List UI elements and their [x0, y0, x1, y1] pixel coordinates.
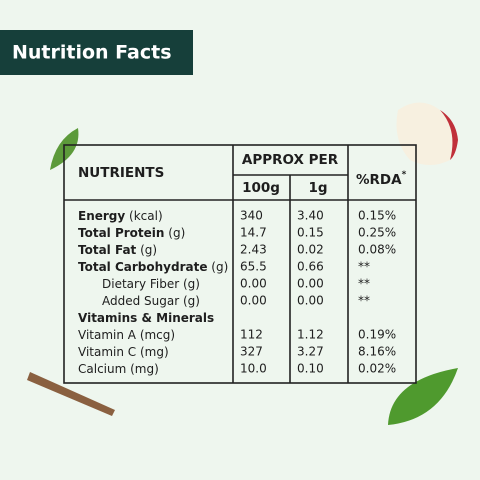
cell-value: 14.7 — [240, 226, 267, 240]
cell-value: 0.15% — [358, 209, 396, 223]
cell-value: ** — [358, 260, 370, 274]
col-header: 100g — [242, 180, 280, 196]
cell-value: 0.15 — [297, 226, 324, 240]
cell-value: 0.00 — [240, 294, 267, 308]
nutrient-unit: (kcal) — [125, 209, 162, 223]
cell-value: 0.10 — [297, 362, 324, 376]
cell-value: 2.43 — [240, 243, 267, 257]
row-label: Added Sugar (g) — [102, 294, 200, 308]
row-label: Total Carbohydrate (g) — [78, 260, 228, 274]
cell-value: 0.19% — [358, 328, 396, 342]
leaf — [388, 368, 458, 425]
nutrient-name: Energy — [78, 209, 125, 223]
nutrient-name: Vitamin A — [78, 328, 137, 342]
nutrient-name: Total Fat — [78, 243, 137, 257]
cell-value: 327 — [240, 345, 263, 359]
row-label: Vitamins & Minerals — [78, 311, 214, 325]
nutrient-name: Calcium — [78, 362, 126, 376]
rda-mark: * — [402, 170, 407, 180]
root-stick — [27, 372, 115, 416]
row-label: Total Protein (g) — [78, 226, 185, 240]
cell-value: 340 — [240, 209, 263, 223]
table-box — [63, 144, 417, 384]
cell-value: 65.5 — [240, 260, 267, 274]
cell-value: 0.00 — [240, 277, 267, 291]
nutrient-unit: (g) — [164, 226, 185, 240]
title: Nutrition Facts — [12, 42, 172, 64]
row-label: Calcium (mg) — [78, 362, 159, 376]
apple — [396, 102, 453, 165]
nutrient-unit: (mcg) — [136, 328, 175, 342]
nutrient-name: Total Protein — [78, 226, 164, 240]
nutrient-unit: (mg) — [136, 345, 168, 359]
col-header: 1g — [308, 180, 327, 196]
nutrient-unit: (g) — [179, 294, 200, 308]
title-banner — [0, 30, 193, 75]
cell-value: 3.40 — [297, 209, 324, 223]
nutrient-unit: (g) — [207, 260, 228, 274]
nutrient-name: Vitamins & Minerals — [78, 311, 214, 325]
cell-value: 0.08% — [358, 243, 396, 257]
cell-value: 0.66 — [297, 260, 324, 274]
row-label: Dietary Fiber (g) — [102, 277, 200, 291]
nutrient-name: Total Carbohydrate — [78, 260, 207, 274]
row-label: Energy (kcal) — [78, 209, 163, 223]
nutrient-unit: (g) — [179, 277, 200, 291]
cell-value: 10.0 — [240, 362, 267, 376]
cell-value: 0.25% — [358, 226, 396, 240]
row-label: Total Fat (g) — [78, 243, 157, 257]
cell-value: ** — [358, 277, 370, 291]
cell-value: 0.00 — [297, 277, 324, 291]
nutrient-name: Vitamin C — [78, 345, 136, 359]
rda-label: %RDA — [356, 172, 402, 188]
cell-value: 0.02% — [358, 362, 396, 376]
nutrient-unit: (mg) — [126, 362, 158, 376]
cell-value: 112 — [240, 328, 263, 342]
apple-skin — [440, 110, 458, 160]
col-header: %RDA* — [356, 170, 407, 189]
nutrient-name: Added Sugar — [102, 294, 179, 308]
nutrient-name: Dietary Fiber — [102, 277, 179, 291]
cell-value: 8.16% — [358, 345, 396, 359]
row-label: Vitamin C (mg) — [78, 345, 169, 359]
nutrient-unit: (g) — [136, 243, 157, 257]
cell-value: 0.02 — [297, 243, 324, 257]
cell-value: 0.00 — [297, 294, 324, 308]
cell-value: ** — [358, 294, 370, 308]
col-header: APPROX PER — [242, 152, 339, 168]
cell-value: 1.12 — [297, 328, 324, 342]
rows: Energy (kcal) 340 3.40 0.15% Total Protein (… — [78, 209, 396, 376]
cell-value: 3.27 — [297, 345, 324, 359]
row-label: Vitamin A (mcg) — [78, 328, 175, 342]
col-header: NUTRIENTS — [78, 165, 164, 181]
